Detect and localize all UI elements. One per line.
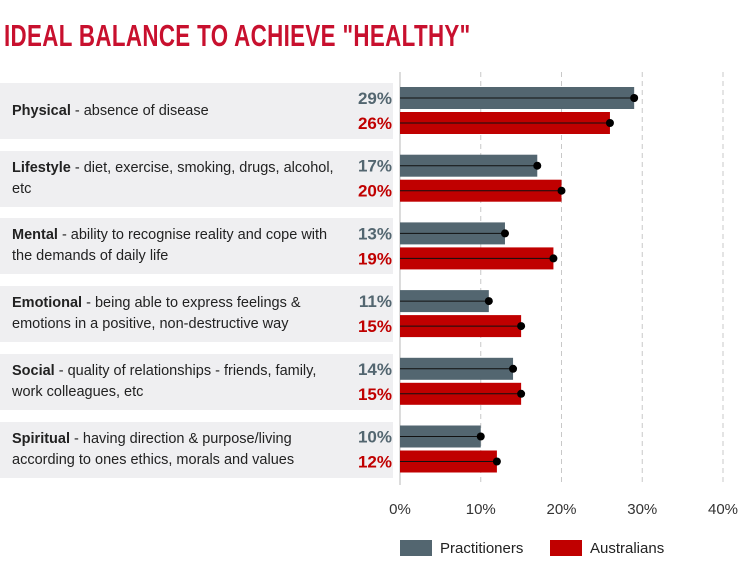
category-label: Social - quality of relationships - frie…: [12, 361, 342, 403]
data-label-australians: 20%: [358, 182, 392, 201]
category-description: - absence of disease: [70, 103, 209, 119]
category-label: Lifestyle - diet, exercise, smoking, dru…: [12, 158, 342, 200]
data-label-practitioners: 17%: [358, 157, 392, 176]
category-name: Physical: [12, 103, 71, 119]
category-row: Spiritual - having direction & purpose/l…: [0, 421, 393, 478]
value-dot: [509, 364, 518, 373]
category-description: - diet, exercise, smoking, drugs, alcoho…: [12, 159, 334, 197]
category-row: Social - quality of relationships - frie…: [0, 353, 393, 410]
data-label-practitioners: 10%: [358, 428, 392, 447]
legend-practitioners: Practitioners: [400, 538, 523, 558]
data-label-australians: 19%: [358, 249, 392, 268]
category-name: Emotional: [12, 295, 83, 312]
legend-swatch-australians: [550, 540, 582, 556]
category-description: - ability to recognise reality and cope …: [12, 227, 328, 265]
legend-label-practitioners: Practitioners: [440, 539, 524, 557]
category-row: Lifestyle - diet, exercise, smoking, dru…: [0, 150, 393, 207]
category-row: Physical - absence of disease: [0, 83, 393, 139]
x-tick-label: 0%: [389, 501, 411, 518]
data-label-practitioners: 11%: [359, 292, 392, 311]
x-tick-label: 30%: [627, 501, 657, 518]
value-dot: [476, 432, 485, 441]
data-label-practitioners: 29%: [358, 89, 392, 108]
value-dot: [630, 94, 639, 102]
category-name: Lifestyle: [12, 159, 71, 176]
category-name: Social: [12, 362, 55, 379]
category-row: Emotional - being able to express feelin…: [0, 286, 393, 343]
x-tick-label: 40%: [708, 501, 738, 518]
x-tick-label: 10%: [466, 501, 496, 518]
value-dot: [517, 389, 526, 398]
legend-australians: Australians: [550, 538, 664, 558]
category-label: Mental - ability to recognise reality an…: [12, 225, 342, 267]
value-dot: [484, 297, 493, 306]
value-dot: [549, 254, 558, 263]
category-label: Physical - absence of disease: [12, 101, 342, 122]
data-label-practitioners: 13%: [358, 224, 392, 243]
legend-swatch-practitioners: [400, 540, 432, 556]
data-label-australians: 15%: [358, 385, 392, 404]
value-dot: [517, 322, 526, 331]
legend-label-australians: Australians: [590, 539, 665, 557]
category-name: Spiritual: [12, 430, 71, 447]
data-label-australians: 15%: [358, 317, 392, 336]
category-name: Mental: [12, 227, 58, 244]
value-dot: [605, 119, 614, 127]
data-label-practitioners: 14%: [358, 360, 392, 379]
category-description: - having direction & purpose/living acco…: [12, 430, 295, 468]
value-dot: [557, 186, 566, 195]
category-label: Emotional - being able to express feelin…: [12, 293, 342, 335]
data-label-australians: 26%: [358, 114, 392, 133]
category-description: - quality of relationships - friends, fa…: [12, 362, 317, 400]
data-label-australians: 12%: [358, 453, 392, 472]
category-label: Spiritual - having direction & purpose/l…: [12, 429, 342, 471]
value-dot: [492, 457, 501, 466]
category-description: - being able to express feelings & emoti…: [12, 295, 301, 333]
x-tick-label: 20%: [546, 501, 576, 518]
category-row: Mental - ability to recognise reality an…: [0, 218, 393, 275]
value-dot: [500, 229, 509, 238]
value-dot: [533, 161, 542, 170]
chart-title: IDEAL BALANCE TO ACHIEVE "HEALTHY": [4, 18, 471, 53]
